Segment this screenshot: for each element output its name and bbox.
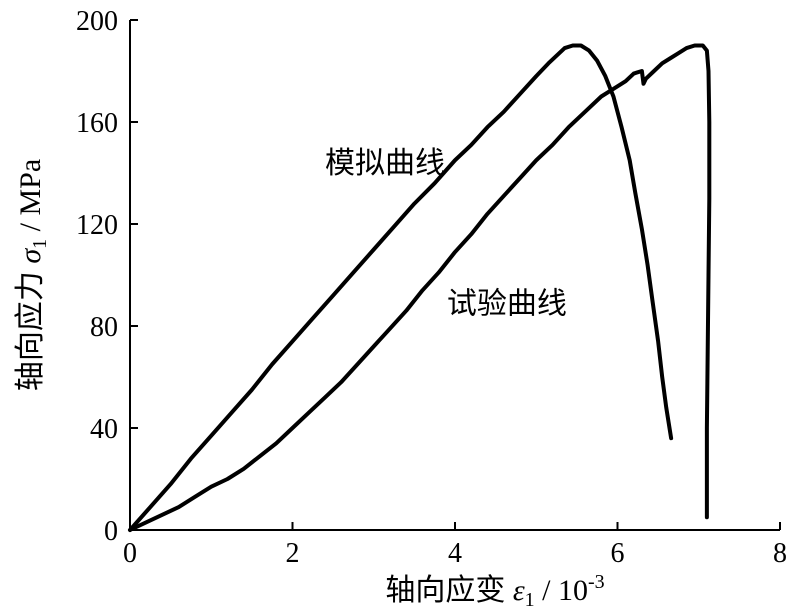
series-1 xyxy=(130,46,709,531)
y-tick-label: 160 xyxy=(76,108,118,139)
x-axis-title: 轴向应变 ε1 / 10-3 xyxy=(385,571,604,608)
y-tick-label: 80 xyxy=(90,312,118,343)
x-tick-label: 6 xyxy=(611,538,625,569)
chart-container: 0246804080120160200模拟曲线试验曲线轴向应变 ε1 / 10-… xyxy=(0,0,800,608)
y-tick-label: 200 xyxy=(76,6,118,37)
annotation-0: 模拟曲线 xyxy=(325,147,445,180)
y-tick-label: 40 xyxy=(90,414,118,445)
axes xyxy=(130,20,780,530)
x-tick-label: 8 xyxy=(773,538,787,569)
stress-strain-chart: 0246804080120160200模拟曲线试验曲线轴向应变 ε1 / 10-… xyxy=(0,0,800,608)
y-tick-label: 120 xyxy=(76,210,118,241)
x-tick-label: 2 xyxy=(286,538,300,569)
x-tick-label: 0 xyxy=(123,538,137,569)
annotation-1: 试验曲线 xyxy=(447,287,567,320)
x-tick-label: 4 xyxy=(448,538,462,569)
y-tick-label: 0 xyxy=(104,516,118,547)
series-0 xyxy=(130,46,671,531)
y-axis-title: 轴向应力 σ1 / MPa xyxy=(14,159,51,391)
